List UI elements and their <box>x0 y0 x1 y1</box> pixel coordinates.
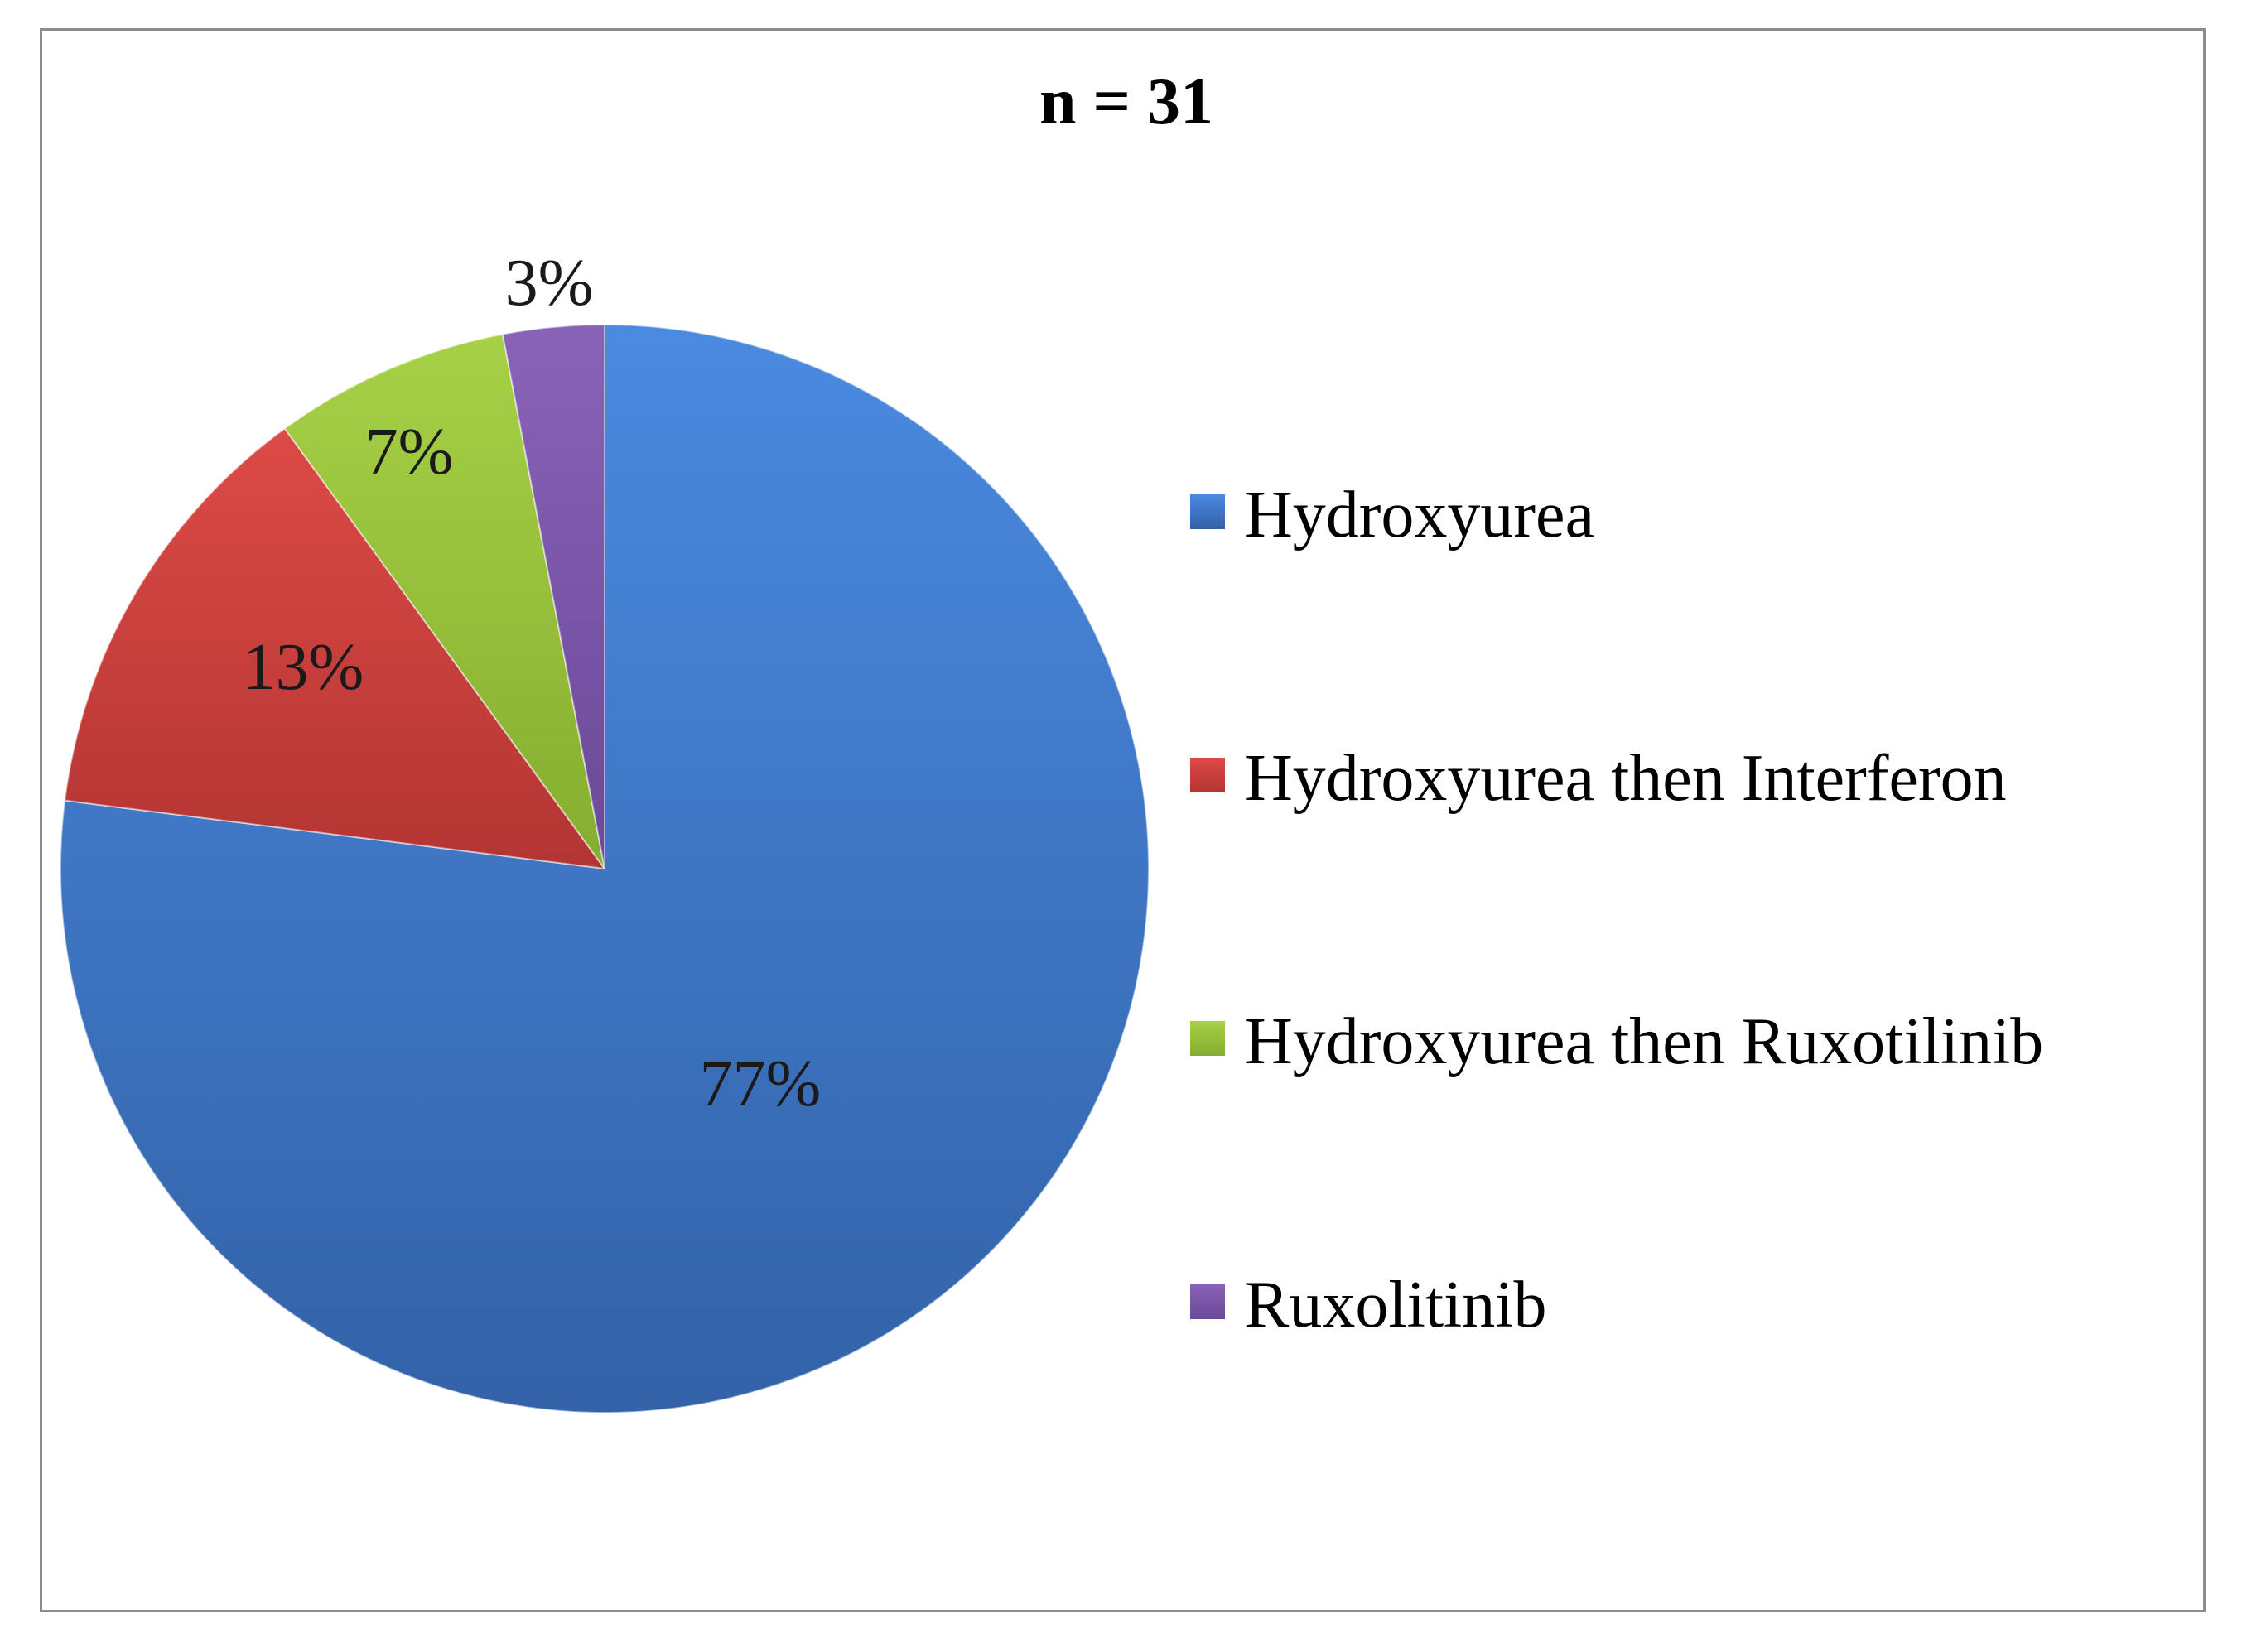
slice-data-label-4: 3% <box>505 247 594 320</box>
pie-slice-4 <box>501 323 605 869</box>
legend: Hydroxyurea Hydroxyurea then Interferon Hy… <box>1190 479 2043 1341</box>
chart-title: n = 31 <box>1039 65 1214 138</box>
pie-slice-2 <box>64 427 607 870</box>
legend-swatch-3 <box>1190 1021 1225 1056</box>
legend-swatch-2 <box>1190 758 1225 792</box>
slice-data-label-3: 7% <box>365 416 454 489</box>
legend-label-1: Hydroxyurea <box>1245 479 1594 551</box>
legend-swatch-4 <box>1190 1284 1225 1319</box>
legend-swatch-1 <box>1190 494 1225 529</box>
legend-label-3: Hydroxyurea then Ruxotilinib <box>1245 1005 2043 1078</box>
pie-slice-3 <box>283 333 605 869</box>
slice-data-label-2: 13% <box>243 631 364 704</box>
slice-data-label-1: 77% <box>700 1048 822 1120</box>
legend-label-2: Hydroxyurea then Interferon <box>1245 742 2007 815</box>
legend-label-4: Ruxolitinib <box>1245 1269 1547 1341</box>
pie-slice-1 <box>60 323 1150 1414</box>
